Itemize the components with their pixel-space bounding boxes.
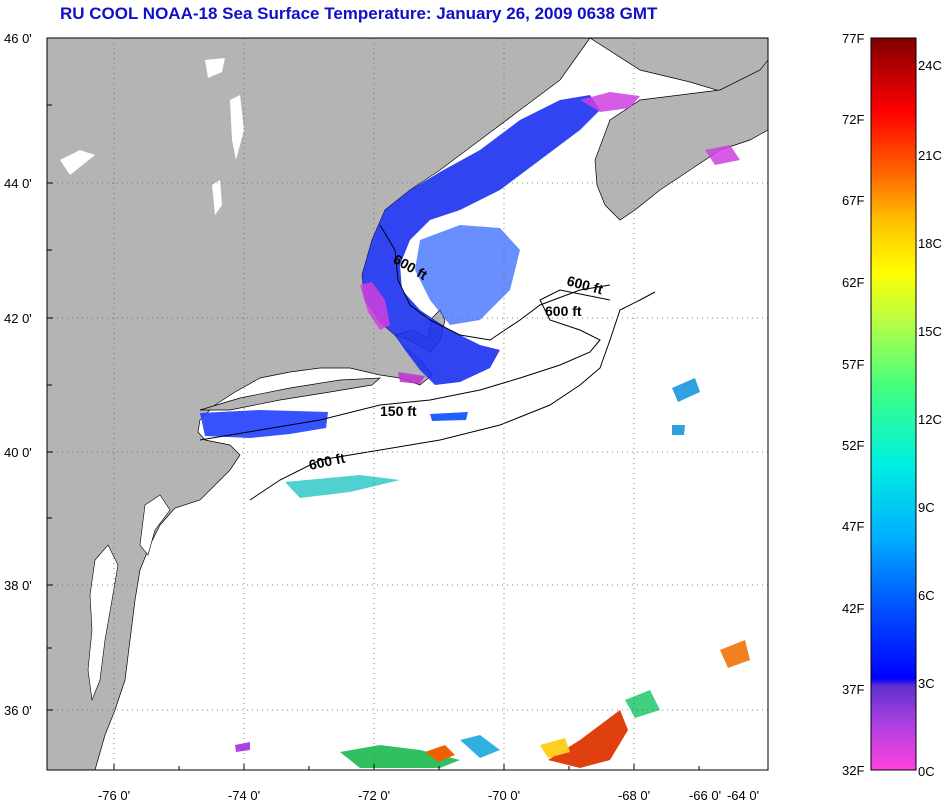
lon-label: -72 0' bbox=[358, 788, 390, 803]
colorbar-f-label: 32F bbox=[842, 763, 864, 778]
axis-ticks bbox=[46, 38, 700, 770]
map-frame bbox=[46, 37, 769, 771]
sst-pink-cold bbox=[580, 92, 640, 112]
lat-label: 36 0' bbox=[4, 703, 32, 718]
chesapeake-bay bbox=[87, 544, 119, 702]
sst-warm-patch bbox=[625, 690, 660, 718]
colorbar-f-label: 62F bbox=[842, 275, 864, 290]
contour-150ft bbox=[199, 289, 611, 441]
contour-label: 150 ft bbox=[380, 403, 417, 419]
colorbar bbox=[870, 37, 917, 771]
contour-label: 600 ft bbox=[307, 450, 346, 473]
contour-600ft bbox=[249, 291, 656, 501]
lat-label: 42 0' bbox=[4, 311, 32, 326]
sst-gulf-of-maine bbox=[362, 95, 600, 385]
colorbar-f-label: 37F bbox=[842, 682, 864, 697]
lat-label: 38 0' bbox=[4, 578, 32, 593]
colorbar-f-label: 52F bbox=[842, 438, 864, 453]
sst-warm-patch bbox=[235, 742, 250, 752]
sst-warm-patch bbox=[340, 745, 460, 768]
lat-label: 40 0' bbox=[4, 445, 32, 460]
contour-600ft-gulf bbox=[379, 224, 611, 341]
long-island bbox=[199, 377, 381, 411]
sst-warm-patch bbox=[425, 745, 455, 762]
us-landmass bbox=[47, 38, 768, 770]
sst-pink-cold bbox=[705, 145, 740, 165]
contour-label: 600 ft bbox=[545, 303, 582, 319]
colorbar-f-label: 77F bbox=[842, 31, 864, 46]
lake bbox=[60, 150, 95, 175]
lake bbox=[212, 180, 222, 215]
sst-patch bbox=[285, 475, 400, 498]
colorbar-c-label: 12C bbox=[918, 412, 942, 427]
colorbar-f-label: 47F bbox=[842, 519, 864, 534]
lat-label: 46 0' bbox=[4, 31, 32, 46]
sst-warm-patch bbox=[460, 735, 500, 758]
lake bbox=[205, 58, 225, 78]
colorbar-c-label: 3C bbox=[918, 676, 935, 691]
sst-warm-patch bbox=[540, 738, 570, 758]
lon-label: -76 0' bbox=[98, 788, 130, 803]
colorbar-c-label: 18C bbox=[918, 236, 942, 251]
colorbar-f-label: 72F bbox=[842, 112, 864, 127]
sst-warm-patch bbox=[720, 640, 750, 668]
colorbar-f-label: 67F bbox=[842, 193, 864, 208]
lon-label: -64 0' bbox=[727, 788, 759, 803]
nova-scotia bbox=[594, 59, 768, 221]
colorbar-c-label: 15C bbox=[918, 324, 942, 339]
lat-label: 44 0' bbox=[4, 176, 32, 191]
sst-gulf-interior bbox=[415, 225, 520, 325]
lon-label: -66 0' bbox=[689, 788, 721, 803]
sst-warm-patch bbox=[548, 710, 628, 768]
lon-label: -70 0' bbox=[488, 788, 520, 803]
colorbar-c-label: 0C bbox=[918, 764, 935, 779]
delaware-bay bbox=[139, 494, 171, 556]
sst-long-island-band bbox=[200, 410, 328, 438]
colorbar-f-label: 57F bbox=[842, 357, 864, 372]
lon-label: -68 0' bbox=[618, 788, 650, 803]
colorbar-f-label: 42F bbox=[842, 601, 864, 616]
colorbar-c-label: 9C bbox=[918, 500, 935, 515]
colorbar-c-label: 21C bbox=[918, 148, 942, 163]
bathymetry-contours bbox=[199, 224, 656, 501]
sst-pink-cold bbox=[398, 372, 425, 384]
gridlines bbox=[47, 38, 768, 770]
colorbar-c-label: 24C bbox=[918, 58, 942, 73]
map-title: RU COOL NOAA-18 Sea Surface Temperature:… bbox=[60, 4, 658, 23]
lake bbox=[230, 95, 244, 160]
lon-label: -74 0' bbox=[228, 788, 260, 803]
sst-patch bbox=[430, 412, 468, 421]
colorbar-c-label: 6C bbox=[918, 588, 935, 603]
sst-patch bbox=[672, 425, 685, 435]
sst-patch bbox=[672, 378, 700, 402]
